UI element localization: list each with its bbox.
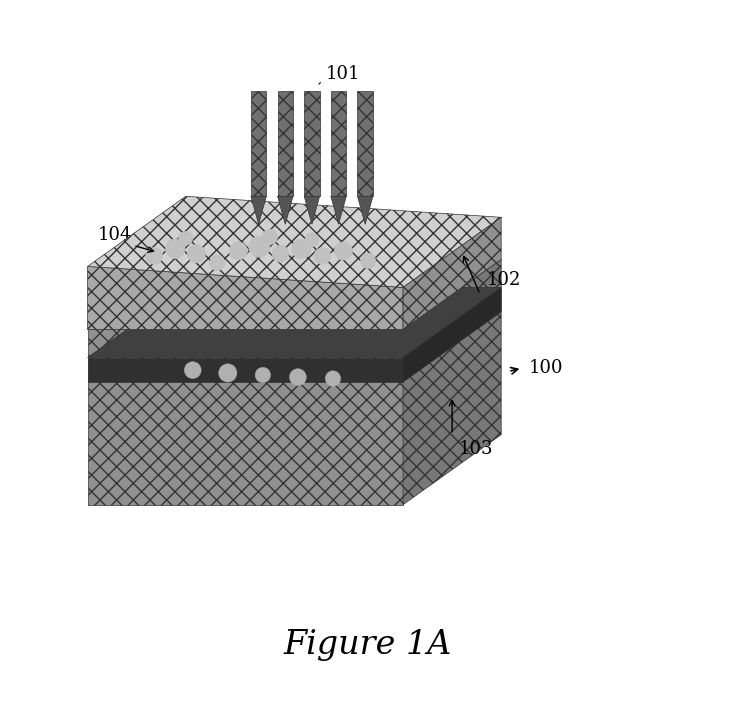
- Text: 101: 101: [326, 64, 361, 83]
- Polygon shape: [88, 196, 501, 287]
- Circle shape: [249, 236, 270, 257]
- Polygon shape: [403, 217, 501, 329]
- Circle shape: [314, 247, 331, 264]
- Text: 104: 104: [98, 226, 132, 244]
- Polygon shape: [88, 259, 501, 329]
- Text: 102: 102: [487, 271, 522, 290]
- Polygon shape: [358, 196, 373, 224]
- Circle shape: [305, 233, 319, 247]
- Circle shape: [184, 362, 201, 379]
- Polygon shape: [251, 196, 266, 224]
- Polygon shape: [331, 91, 346, 196]
- Polygon shape: [304, 196, 319, 224]
- Text: 103: 103: [459, 440, 494, 458]
- Polygon shape: [331, 196, 346, 224]
- Circle shape: [255, 367, 271, 383]
- Polygon shape: [88, 287, 501, 358]
- Circle shape: [166, 239, 185, 259]
- Circle shape: [272, 245, 289, 262]
- Circle shape: [334, 242, 353, 260]
- Polygon shape: [251, 91, 266, 196]
- Circle shape: [146, 247, 163, 264]
- Polygon shape: [88, 358, 403, 382]
- Circle shape: [291, 239, 311, 259]
- Polygon shape: [277, 91, 293, 196]
- Text: 100: 100: [529, 359, 564, 377]
- Polygon shape: [358, 91, 373, 196]
- Polygon shape: [304, 91, 319, 196]
- Circle shape: [187, 245, 205, 263]
- Polygon shape: [88, 266, 403, 329]
- Circle shape: [289, 369, 306, 386]
- Circle shape: [262, 229, 277, 245]
- Circle shape: [325, 371, 341, 386]
- Circle shape: [229, 242, 247, 260]
- Circle shape: [179, 231, 193, 245]
- Polygon shape: [403, 287, 501, 382]
- Text: Figure 1A: Figure 1A: [284, 629, 452, 661]
- Polygon shape: [88, 329, 403, 505]
- Circle shape: [219, 364, 237, 382]
- Circle shape: [361, 253, 375, 268]
- Polygon shape: [403, 259, 501, 505]
- Circle shape: [210, 255, 225, 271]
- Polygon shape: [277, 196, 293, 224]
